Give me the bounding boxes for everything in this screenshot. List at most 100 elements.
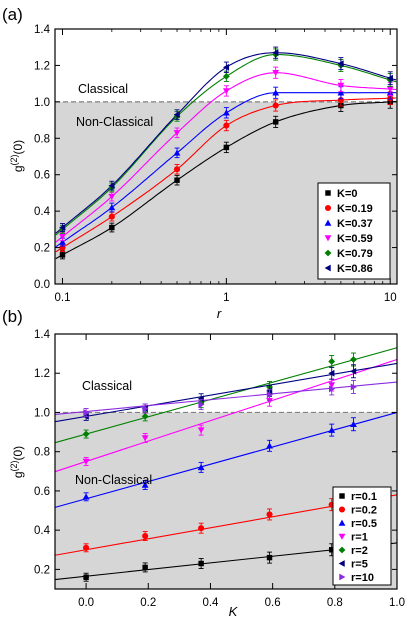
panel-a-ytick-label: 0.8: [34, 133, 50, 145]
panel-b-point-r-1: [82, 458, 90, 465]
panel-b-legend: r=0.1 r=0.2r=0.5 r=1r=2 r=5r=10: [332, 486, 392, 586]
panel-b-point-r-0-2: [142, 532, 149, 540]
panel-b-y-axis-label: g(2)(0): [9, 446, 25, 478]
panel-b-legend-label: r=0.1: [351, 491, 377, 503]
panel-b-point-r-10: [328, 385, 336, 393]
panel-b-point-r-2: [328, 358, 336, 365]
panel-a-point-k-0-86: [386, 74, 393, 82]
panel-a-legend-box: [317, 182, 391, 280]
panel-a-point-k-0-59: [173, 130, 181, 137]
panel-a-legend-label: K=0: [337, 188, 358, 200]
panel-b-legend-label: r=10: [351, 572, 374, 584]
panel-b-point-r-10: [350, 383, 357, 391]
panel-a-classical-label: Classical: [78, 82, 128, 96]
panel-a: (a) 0.0 0.2 0.4 0.6 0.8 1.0 1.2 1.4 0.1 1 10 Clas…: [2, 5, 398, 321]
panel-b-point-r-2: [141, 412, 149, 420]
panel-b-point-r-2: [82, 430, 90, 438]
panel-a-legend-label: K=0.79: [337, 248, 373, 260]
panel-b-point-r-1: [266, 397, 273, 405]
panel-b-ytick-label: 0.6: [34, 486, 50, 498]
panel-a-ytick-label: 0.6: [34, 170, 50, 182]
panel-b-label: (b): [2, 307, 23, 326]
panel-b-xtick-label: 1.0: [389, 597, 405, 609]
panel-a-x-axis-label: r: [217, 306, 222, 321]
panel-b-ytick-label: 0.4: [34, 525, 51, 537]
panel-a-point-k-0: [109, 224, 115, 231]
panel-b-nonclassical-label: Non-Classical: [75, 473, 152, 487]
panel-a-point-k-0-37: [108, 204, 116, 211]
panel-b-point-r-5: [350, 367, 357, 375]
panel-a-ytick-label: 0.0: [34, 279, 50, 291]
panel-a-point-k-0-86: [337, 60, 344, 68]
panel-b-point-r-0-5: [141, 481, 149, 488]
panel-b-fit-r-0-5: [54, 411, 398, 508]
panel-b-ytick-label: 1.4: [34, 329, 51, 341]
panel-b-point-r-10: [266, 391, 273, 399]
panel-b-point-r-0-1: [266, 554, 273, 561]
panel-a-legend-label: K=0.37: [337, 218, 373, 230]
panel-b-point-r-1: [197, 427, 205, 434]
panel-a-point-k-0-37: [173, 149, 181, 156]
panel-a-point-k-0-86: [59, 224, 66, 231]
panel-b-legend-label: r=0.2: [351, 505, 377, 517]
panel-b-point-r-0-2: [266, 511, 273, 518]
panel-a-point-k-0-86: [108, 182, 115, 190]
panel-b-point-r-0-1: [142, 564, 148, 571]
panel-a-y-axis-label: g(2)(0): [9, 140, 25, 172]
panel-a-ytick-label: 1.4: [34, 24, 51, 36]
panel-b-frame: [54, 333, 398, 590]
panel-a-ytick-label: 1.0: [34, 97, 50, 109]
panel-a-point-k-0-86: [173, 111, 180, 119]
panel-b-fit-r-1: [54, 358, 398, 473]
panel-a-point-k-0-19: [173, 166, 181, 173]
panel-a-point-k-0-59: [272, 69, 280, 77]
panel-a-point-k-0-59: [386, 86, 394, 93]
panel-a-point-k-0-86: [272, 49, 279, 57]
panel-b-point-r-0-5: [328, 426, 336, 433]
panel-b-point-r-0-2: [198, 525, 205, 532]
panel-b-legend-label: r=5: [351, 559, 368, 571]
panel-b-legend-marker-r-0-1: [339, 493, 345, 499]
panel-a-legend-label: K=0.86: [337, 263, 373, 275]
panel-b-point-r-5: [197, 395, 204, 403]
panel-b: (b) 0.2 0.4 0.6 0.8 1.0 1.2 1.4 0.0 0.2 0.4 0.6 0.…: [2, 307, 405, 619]
panel-b-point-r-0-5: [266, 442, 273, 449]
panel-a-point-k-0-37: [272, 89, 280, 96]
panel-b-legend-marker-r-0-5: [338, 519, 346, 526]
panel-b-point-r-0-2: [83, 544, 90, 551]
panel-a-legend-marker-k-0: [325, 190, 331, 196]
panel-b-xtick-label: 0.8: [327, 597, 343, 609]
panel-b-fit-r-10: [54, 381, 398, 415]
panel-a-nonclassical-label: Non-Classical: [76, 115, 153, 129]
panel-a-legend-label: K=0.19: [337, 203, 373, 215]
panel-a-point-k-0: [272, 119, 279, 125]
panel-a-xtick-label: 0.1: [54, 292, 70, 304]
panel-a-legend-marker-k-0-37: [324, 219, 332, 226]
panel-a-legend-label: K=0.59: [337, 233, 373, 245]
panel-a-label: (a): [2, 5, 23, 24]
panel-a-point-k-0-59: [222, 88, 230, 95]
panel-a-point-k-0-19: [223, 122, 230, 129]
panel-a-point-k-0-37: [59, 238, 66, 245]
panel-b-point-r-0-1: [83, 574, 89, 580]
panel-b-point-r-10: [142, 405, 149, 412]
panel-a-point-k-0: [223, 144, 230, 151]
panel-a-point-k-0: [174, 177, 180, 183]
panel-b-legend-marker-r-1: [338, 533, 346, 540]
panel-b-legend-marker-r-0-2: [338, 506, 346, 513]
panel-b-legend-label: r=0.5: [351, 518, 377, 530]
panel-a-legend: K=0 K=0.19 K=0.37 K=0.59 K=0.79 K=0.86: [317, 182, 391, 280]
panel-b-ytick-label: 0.8: [34, 447, 50, 459]
panel-b-point-r-0-1: [328, 547, 335, 553]
panel-b-legend-marker-r-2: [338, 546, 346, 554]
panel-b-xtick-label: 0.6: [265, 597, 281, 609]
panel-a-legend-marker-k-0-19: [324, 204, 332, 212]
panel-b-legend-marker-r-10: [339, 573, 346, 581]
panel-a-ytick-label: 1.2: [34, 60, 50, 72]
panel-a-legend-marker-k-0-59: [324, 235, 332, 242]
panel-a-ytick-label: 0.4: [34, 206, 51, 218]
panel-b-legend-label: r=2: [351, 545, 368, 557]
panel-b-point-r-0-5: [82, 493, 90, 500]
panel-b-classical-label: Classical: [82, 379, 132, 393]
